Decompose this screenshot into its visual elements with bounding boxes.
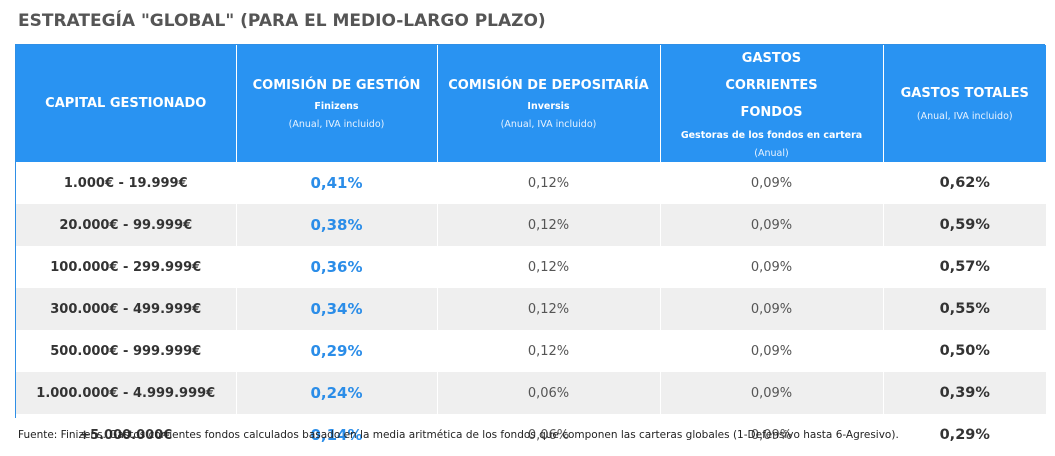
- cell-capital: 300.000€ - 499.999€: [16, 288, 237, 330]
- cell-comision-depositaria: 0,06%: [437, 372, 661, 414]
- header-note: (Anual, IVA incluido): [288, 118, 385, 130]
- header-label: COMISIÓN DE GESTIÓN: [252, 77, 421, 93]
- cell-comision-depositaria: 0,06%: [437, 414, 661, 456]
- cell-capital: 1.000.000€ - 4.999.999€: [16, 372, 237, 414]
- cell-gastos-totales: 0,55%: [883, 288, 1046, 330]
- header-comision-gestion: COMISIÓN DE GESTIÓN Finizens (Anual, IVA…: [236, 45, 438, 162]
- cell-comision-gestion: 0,34%: [236, 288, 438, 330]
- table-row: 100.000€ - 299.999€ 0,36% 0,12% 0,09% 0,…: [16, 246, 1046, 288]
- cell-gastos-corrientes: 0,09%: [660, 204, 884, 246]
- header-note: (Anual, IVA incluido): [500, 118, 597, 130]
- header-label: GASTOS TOTALES: [900, 85, 1029, 101]
- cell-capital: 20.000€ - 99.999€: [16, 204, 237, 246]
- cell-comision-gestion: 0,38%: [236, 204, 438, 246]
- fees-table-container: CAPITAL GESTIONADO COMISIÓN DE GESTIÓN F…: [15, 44, 1046, 456]
- header-capital-gestionado: CAPITAL GESTIONADO: [16, 45, 237, 162]
- header-label: CAPITAL GESTIONADO: [45, 95, 207, 111]
- cell-gastos-corrientes: 0,09%: [660, 414, 884, 456]
- cell-comision-depositaria: 0,12%: [437, 288, 661, 330]
- page-title: ESTRATEGÍA "GLOBAL" (PARA EL MEDIO-LARGO…: [18, 11, 546, 31]
- cell-comision-gestion: 0,14%: [236, 414, 438, 456]
- header-comision-depositaria: COMISIÓN DE DEPOSITARÍA Inversis (Anual,…: [437, 45, 661, 162]
- table-header-row: CAPITAL GESTIONADO COMISIÓN DE GESTIÓN F…: [16, 45, 1046, 162]
- table-row: +5.000.000€ 0,14% 0,06% 0,09% 0,29%: [16, 414, 1046, 456]
- header-provider: Inversis: [527, 100, 570, 112]
- cell-capital: 1.000€ - 19.999€: [16, 162, 237, 204]
- cell-gastos-corrientes: 0,09%: [660, 162, 884, 204]
- cell-comision-depositaria: 0,12%: [437, 330, 661, 372]
- fees-table: CAPITAL GESTIONADO COMISIÓN DE GESTIÓN F…: [16, 45, 1046, 456]
- table-row: 300.000€ - 499.999€ 0,34% 0,12% 0,09% 0,…: [16, 288, 1046, 330]
- table-row: 500.000€ - 999.999€ 0,29% 0,12% 0,09% 0,…: [16, 330, 1046, 372]
- cell-comision-gestion: 0,29%: [236, 330, 438, 372]
- cell-gastos-totales: 0,50%: [883, 330, 1046, 372]
- cell-capital: 500.000€ - 999.999€: [16, 330, 237, 372]
- cell-gastos-totales: 0,29%: [883, 414, 1046, 456]
- header-provider: Gestoras de los fondos en cartera: [680, 130, 863, 141]
- cell-comision-depositaria: 0,12%: [437, 162, 661, 204]
- header-label: COMISIÓN DE DEPOSITARÍA: [448, 77, 649, 93]
- cell-gastos-corrientes: 0,09%: [660, 330, 884, 372]
- header-label: GASTOS CORRIENTES FONDOS: [725, 51, 818, 120]
- cell-capital: +5.000.000€: [16, 414, 237, 456]
- cell-gastos-totales: 0,39%: [883, 372, 1046, 414]
- header-note: (Anual, IVA incluido): [916, 110, 1013, 122]
- cell-comision-gestion: 0,24%: [236, 372, 438, 414]
- cell-gastos-corrientes: 0,09%: [660, 372, 884, 414]
- cell-comision-gestion: 0,36%: [236, 246, 438, 288]
- header-provider: Finizens: [314, 100, 359, 112]
- cell-comision-depositaria: 0,12%: [437, 246, 661, 288]
- cell-comision-depositaria: 0,12%: [437, 204, 661, 246]
- table-row: 20.000€ - 99.999€ 0,38% 0,12% 0,09% 0,59…: [16, 204, 1046, 246]
- cell-gastos-corrientes: 0,09%: [660, 288, 884, 330]
- header-note: (Anual): [754, 148, 789, 159]
- cell-comision-gestion: 0,41%: [236, 162, 438, 204]
- cell-gastos-corrientes: 0,09%: [660, 246, 884, 288]
- cell-gastos-totales: 0,57%: [883, 246, 1046, 288]
- table-row: 1.000€ - 19.999€ 0,41% 0,12% 0,09% 0,62%: [16, 162, 1046, 204]
- table-row: 1.000.000€ - 4.999.999€ 0,24% 0,06% 0,09…: [16, 372, 1046, 414]
- header-gastos-corrientes: GASTOS CORRIENTES FONDOS Gestoras de los…: [660, 45, 884, 162]
- cell-gastos-totales: 0,62%: [883, 162, 1046, 204]
- cell-gastos-totales: 0,59%: [883, 204, 1046, 246]
- header-gastos-totales: GASTOS TOTALES (Anual, IVA incluido): [883, 45, 1046, 162]
- source-footnote: Fuente: Finizens. Gastos corrientes fond…: [18, 429, 899, 441]
- cell-capital: 100.000€ - 299.999€: [16, 246, 237, 288]
